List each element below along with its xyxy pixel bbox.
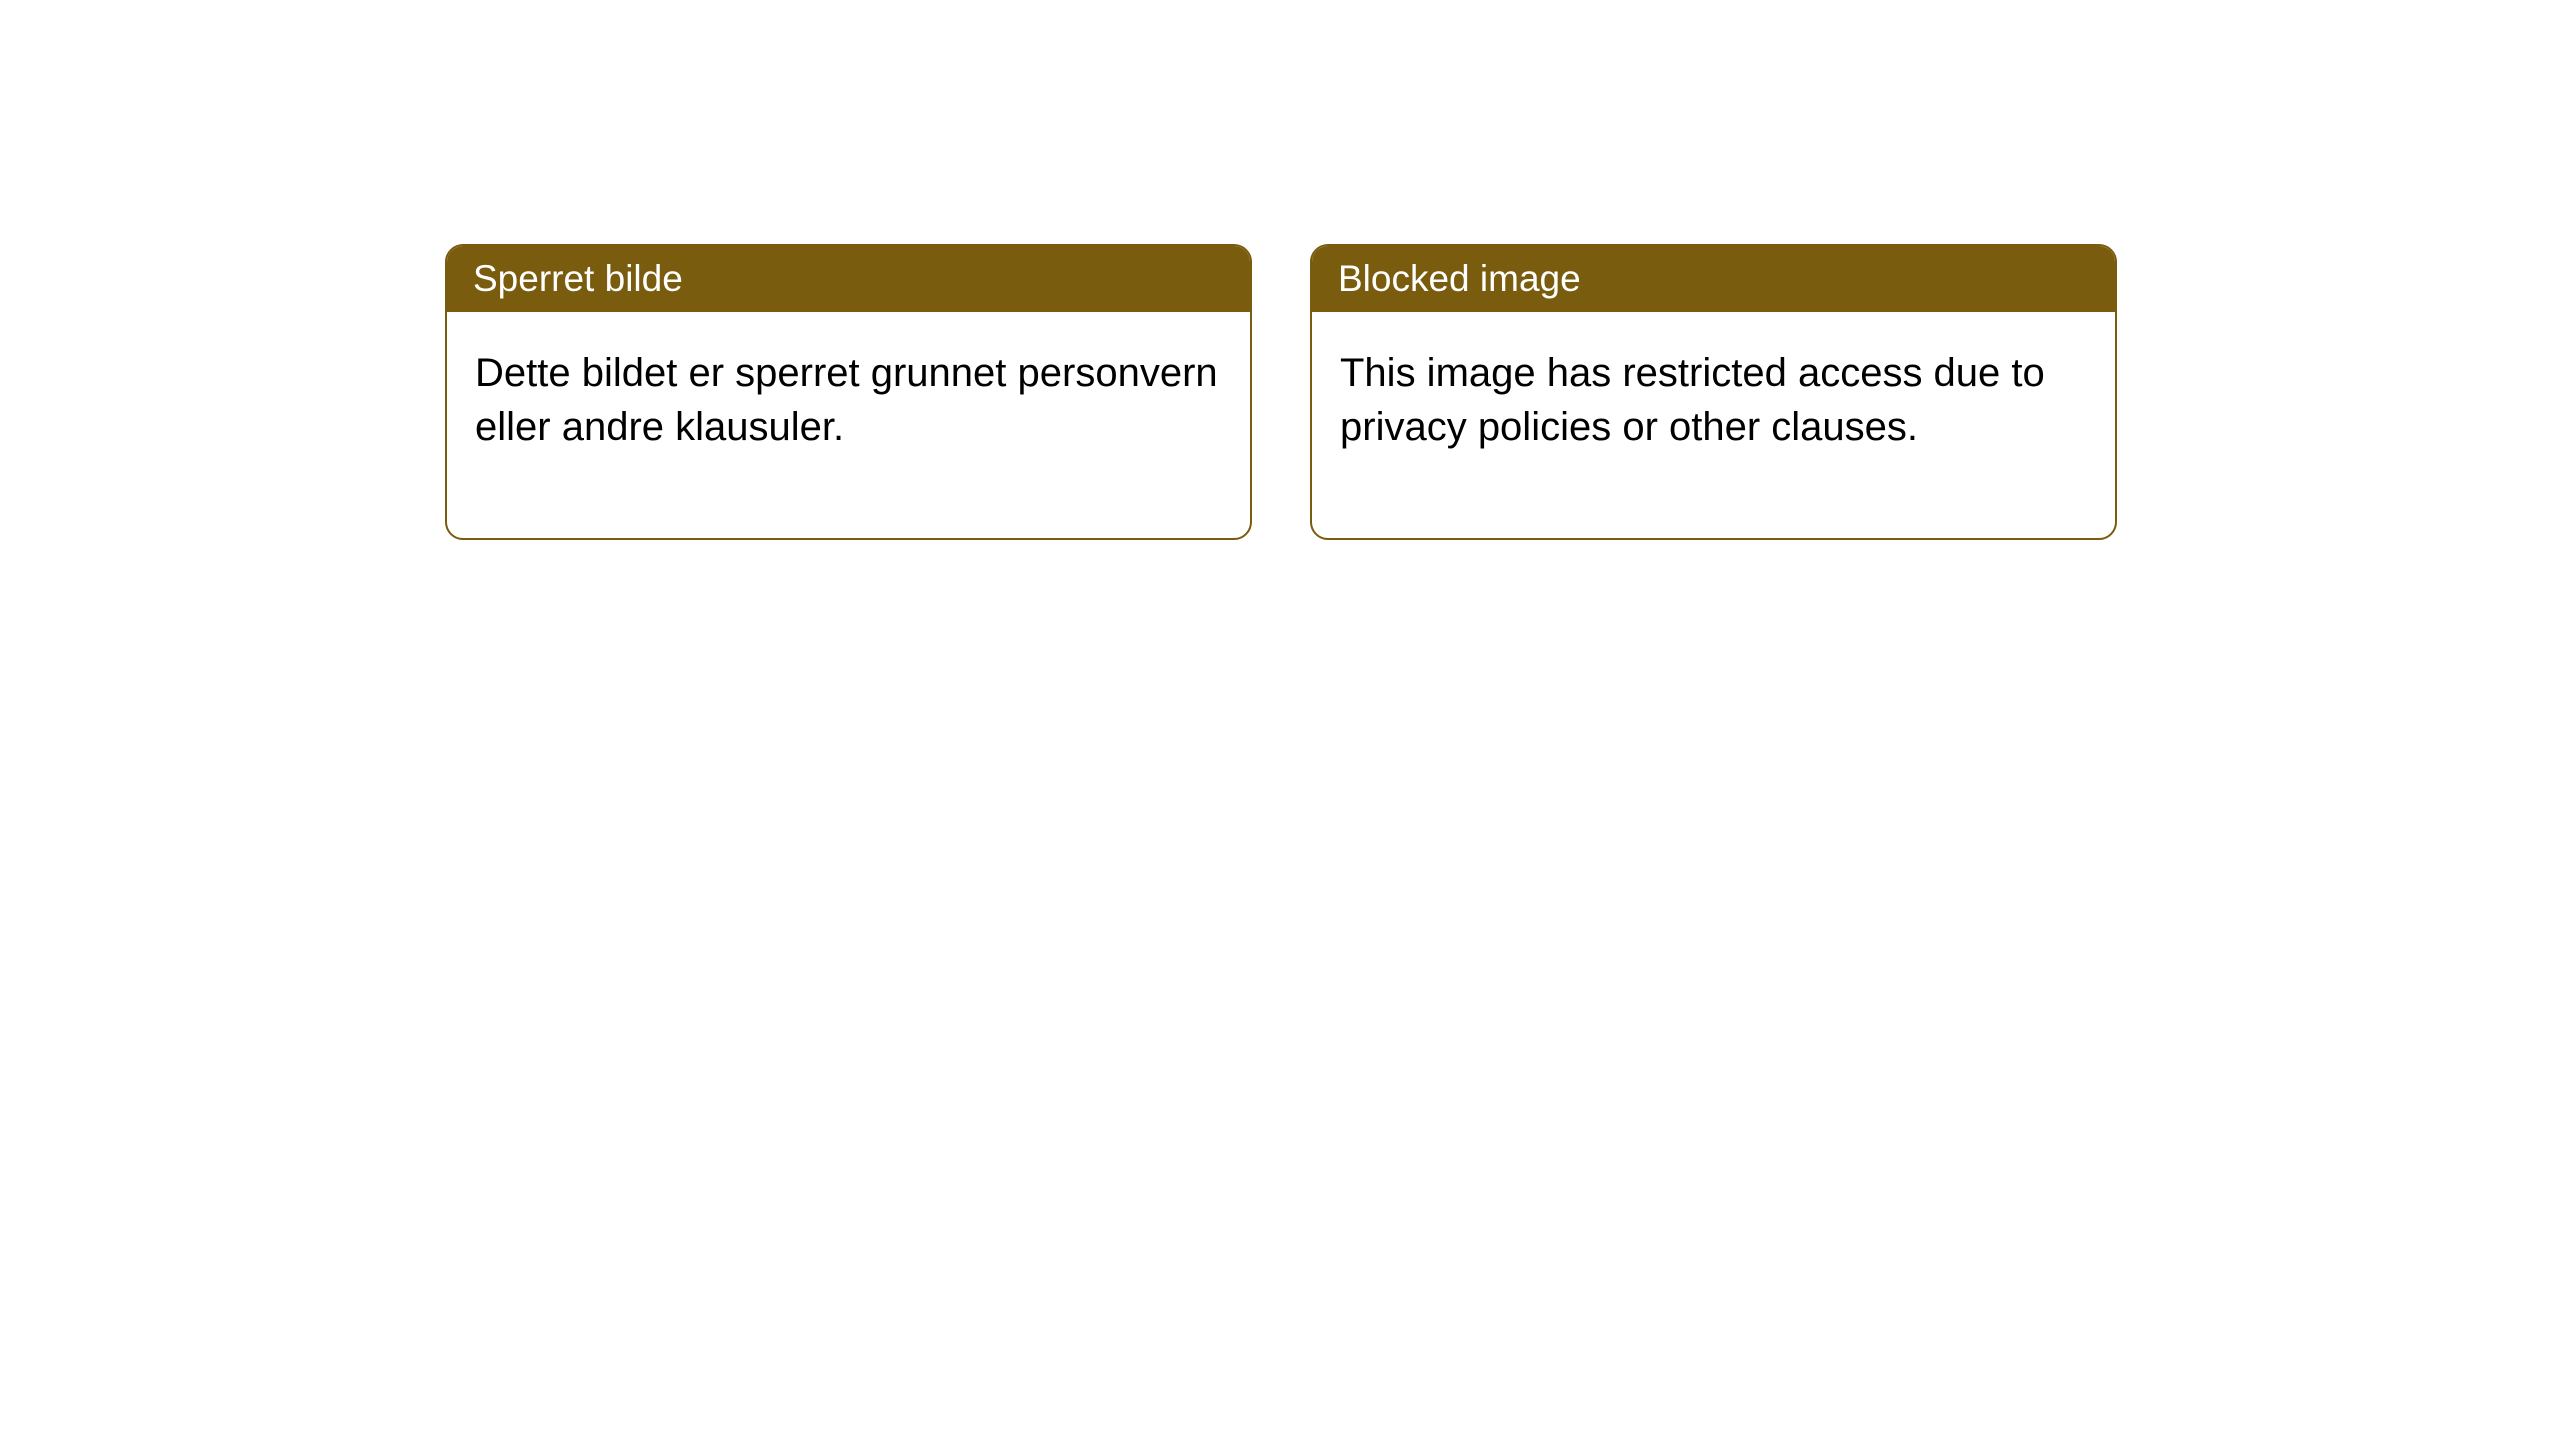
notice-text-english: This image has restricted access due to … <box>1340 351 2045 449</box>
notice-card-norwegian: Sperret bilde Dette bildet er sperret gr… <box>445 244 1252 540</box>
notice-container: Sperret bilde Dette bildet er sperret gr… <box>445 244 2117 540</box>
notice-text-norwegian: Dette bildet er sperret grunnet personve… <box>475 351 1218 449</box>
notice-header-english: Blocked image <box>1312 246 2115 312</box>
notice-card-english: Blocked image This image has restricted … <box>1310 244 2117 540</box>
notice-title-norwegian: Sperret bilde <box>473 258 683 299</box>
notice-body-english: This image has restricted access due to … <box>1312 312 2115 538</box>
notice-title-english: Blocked image <box>1338 258 1581 299</box>
notice-header-norwegian: Sperret bilde <box>447 246 1250 312</box>
notice-body-norwegian: Dette bildet er sperret grunnet personve… <box>447 312 1250 538</box>
